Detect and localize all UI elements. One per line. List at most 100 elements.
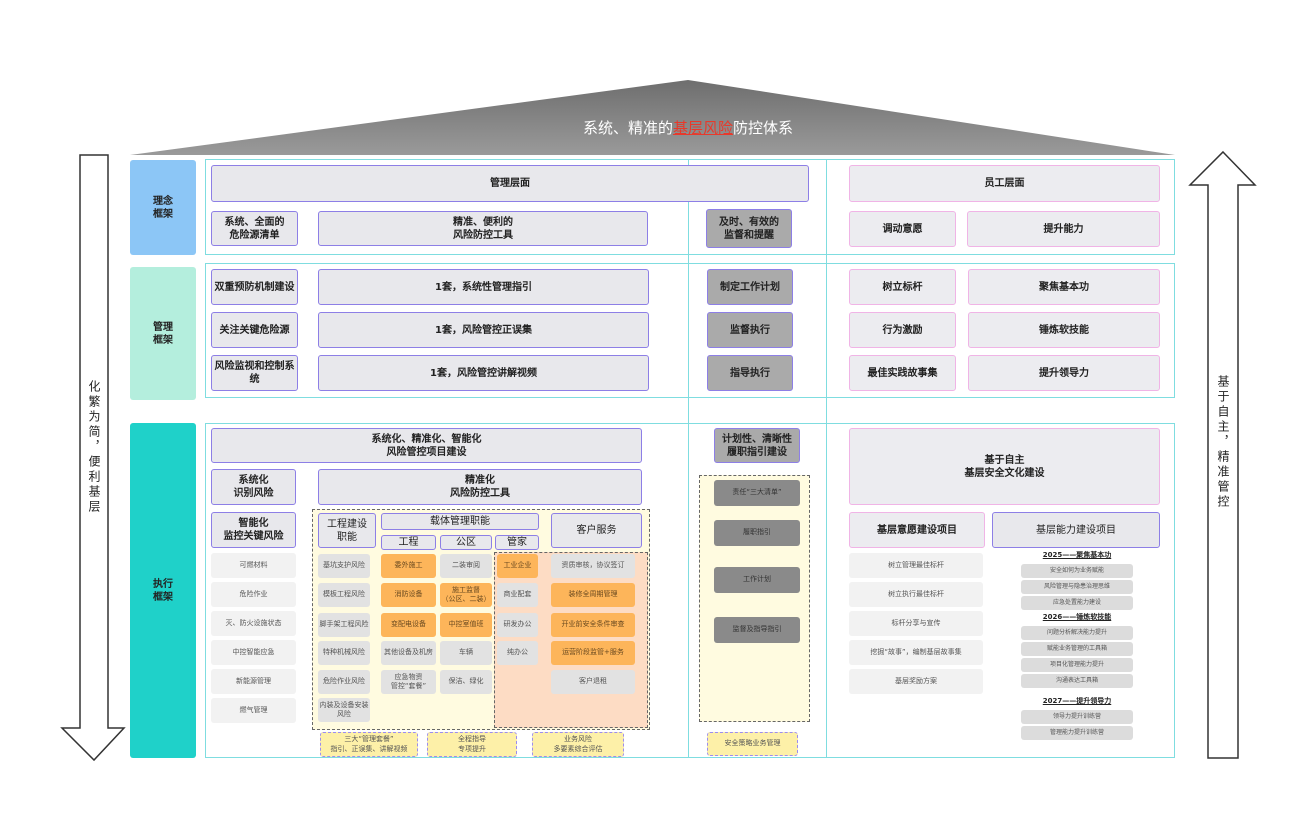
divider xyxy=(688,159,689,758)
management-item: 监督执行 xyxy=(707,312,793,348)
page-title: 系统、精准的 基层风险 防控体系 xyxy=(582,119,794,138)
monitor-item: 危险作业 xyxy=(211,582,296,607)
duty-bottom: 安全策略业务管理 xyxy=(707,732,798,756)
customer-service: 客户服务 xyxy=(551,513,642,548)
engineering-item: 内装及设备安装 风险 xyxy=(318,698,370,722)
ability-year: 2027——提升领导力 xyxy=(1042,697,1112,706)
up-arrow-icon xyxy=(1188,150,1257,759)
ability-item: 管理能力提升训练营 xyxy=(1021,726,1133,740)
butler-item: 纯办公 xyxy=(497,641,538,665)
execution-project: 系统化、精准化、智能化 风险管控项目建设 xyxy=(211,428,642,463)
concept-item: 精准、便利的 风险防控工具 xyxy=(318,211,648,246)
public-item: 二装审阅 xyxy=(440,554,492,578)
bottom-package: 三大“管理套餐” 指引、正误集、讲解视频 xyxy=(320,732,418,757)
concept-item: 提升能力 xyxy=(967,211,1160,247)
management-item: 指导执行 xyxy=(707,355,793,391)
duty-item: 责任“三大清单” xyxy=(714,480,800,506)
engineering-item: 模板工程风险 xyxy=(318,583,370,607)
management-frame xyxy=(205,263,1175,398)
ability-item: 问题分析解决能力提升 xyxy=(1021,626,1133,640)
customer-item: 客户退租 xyxy=(551,670,635,694)
customer-item: 运营阶段监管+服务 xyxy=(551,641,635,665)
monitor-item: 新能源管理 xyxy=(211,669,296,694)
duty-header: 计划性、清晰性 履职指引建设 xyxy=(714,428,800,463)
ability-item: 风险管理与隐患治理思维 xyxy=(1021,580,1133,594)
sub-header: 公区 xyxy=(440,535,492,550)
willing-item: 树立管理最佳标杆 xyxy=(849,553,983,578)
duty-item: 监督及指导指引 xyxy=(714,617,800,643)
ability-item: 安全如何为业务赋能 xyxy=(1021,564,1133,578)
ability-year: 2025——聚焦基本功 xyxy=(1042,551,1112,560)
management-item: 最佳实践故事集 xyxy=(849,355,956,391)
management-item: 锤炼软技能 xyxy=(968,312,1160,348)
concept-item: 系统、全面的 危险源清单 xyxy=(211,211,298,246)
culture-header: 基于自主 基层安全文化建设 xyxy=(849,428,1160,505)
willing-header: 基层意愿建设项目 xyxy=(849,512,985,548)
butler-item: 工业企业 xyxy=(497,554,538,578)
monitor-item: 中控智能应急 xyxy=(211,640,296,665)
down-arrow-icon xyxy=(60,154,126,762)
management-item: 1套，风险管控正误集 xyxy=(318,312,649,348)
management-item: 1套，风险管控讲解视频 xyxy=(318,355,649,391)
willing-item: 挖掘“故事”，编制基层故事集 xyxy=(849,640,983,665)
ability-item: 应急处置能力建设 xyxy=(1021,596,1133,610)
ability-item: 项目化管理能力提升 xyxy=(1021,658,1133,672)
sub-header: 工程 xyxy=(381,535,436,550)
ability-item: 沟通表达工具箱 xyxy=(1021,674,1133,688)
management-item: 聚焦基本功 xyxy=(968,269,1160,305)
identify-risk: 系统化 识别风险 xyxy=(211,469,296,505)
monitor-item: 可燃材料 xyxy=(211,553,296,578)
ability-item: 赋能业务管理的工具箱 xyxy=(1021,642,1133,656)
monitor-risk: 智能化 监控关键风险 xyxy=(211,512,296,548)
duty-item: 履职指引 xyxy=(714,520,800,546)
divider xyxy=(826,159,827,758)
butler-item: 研发办公 xyxy=(497,613,538,637)
public-item: 中控室值班 xyxy=(440,613,492,637)
ability-header: 基层能力建设项目 xyxy=(992,512,1160,548)
willing-item: 树立执行最佳标杆 xyxy=(849,582,983,607)
carrier-func: 载体管理职能 xyxy=(381,513,539,530)
bottom-package: 业务风险 多要素综合评估 xyxy=(532,732,624,757)
duty-item: 工作计划 xyxy=(714,567,800,593)
roof xyxy=(130,80,1175,155)
left-arrow-text: 化繁为简，便利基层 xyxy=(87,380,101,515)
project-item: 委外施工 xyxy=(381,554,436,578)
engineering-item: 特种机械风险 xyxy=(318,641,370,665)
willing-item: 基层奖励方案 xyxy=(849,669,983,694)
project-item: 变配电设备 xyxy=(381,613,436,637)
duty-region xyxy=(699,475,810,722)
ability-item: 领导力提升训练营 xyxy=(1021,710,1133,724)
monitor-item: 灭、防火设施状态 xyxy=(211,611,296,636)
management-item: 制定工作计划 xyxy=(707,269,793,305)
row-label-concept: 理念 框架 xyxy=(130,160,196,255)
bottom-package: 全程指导 专项提升 xyxy=(427,732,517,757)
customer-region xyxy=(494,552,648,728)
customer-item: 装修全周期管理 xyxy=(551,583,635,607)
willing-item: 标杆分享与宣传 xyxy=(849,611,983,636)
engineering-item: 脚手架工程风险 xyxy=(318,613,370,637)
concept-item: 及时、有效的 监督和提醒 xyxy=(706,209,792,248)
right-arrow-text: 基于自主，精准管控 xyxy=(1216,375,1230,510)
project-item: 应急物资 管控“套餐” xyxy=(381,670,436,694)
monitor-item: 燃气管理 xyxy=(211,698,296,723)
public-item: 施工监督 （公区、二装） xyxy=(440,583,492,607)
sub-header: 管家 xyxy=(495,535,539,550)
public-item: 车辆 xyxy=(440,641,492,665)
staff-level-header: 员工层面 xyxy=(849,165,1160,202)
execution-frame xyxy=(205,423,1175,758)
engineering-item: 危险作业风险 xyxy=(318,670,370,694)
customer-item: 开业前安全条件审查 xyxy=(551,613,635,637)
management-item: 风险监视和控制系统 xyxy=(211,355,298,391)
row-label-management: 管理 框架 xyxy=(130,267,196,400)
tools-header: 精准化 风险防控工具 xyxy=(318,469,642,505)
engineering-item: 基坑支护风险 xyxy=(318,554,370,578)
public-item: 保洁、绿化 xyxy=(440,670,492,694)
project-item: 消防设备 xyxy=(381,583,436,607)
title-highlight: 基层风险 xyxy=(672,119,733,138)
management-level-header: 管理层面 xyxy=(211,165,809,202)
row-label-execution: 执行 框架 xyxy=(130,423,196,758)
management-item: 双重预防机制建设 xyxy=(211,269,298,305)
concept-frame xyxy=(205,159,1175,255)
ability-year: 2026——锤炼软技能 xyxy=(1042,613,1112,622)
